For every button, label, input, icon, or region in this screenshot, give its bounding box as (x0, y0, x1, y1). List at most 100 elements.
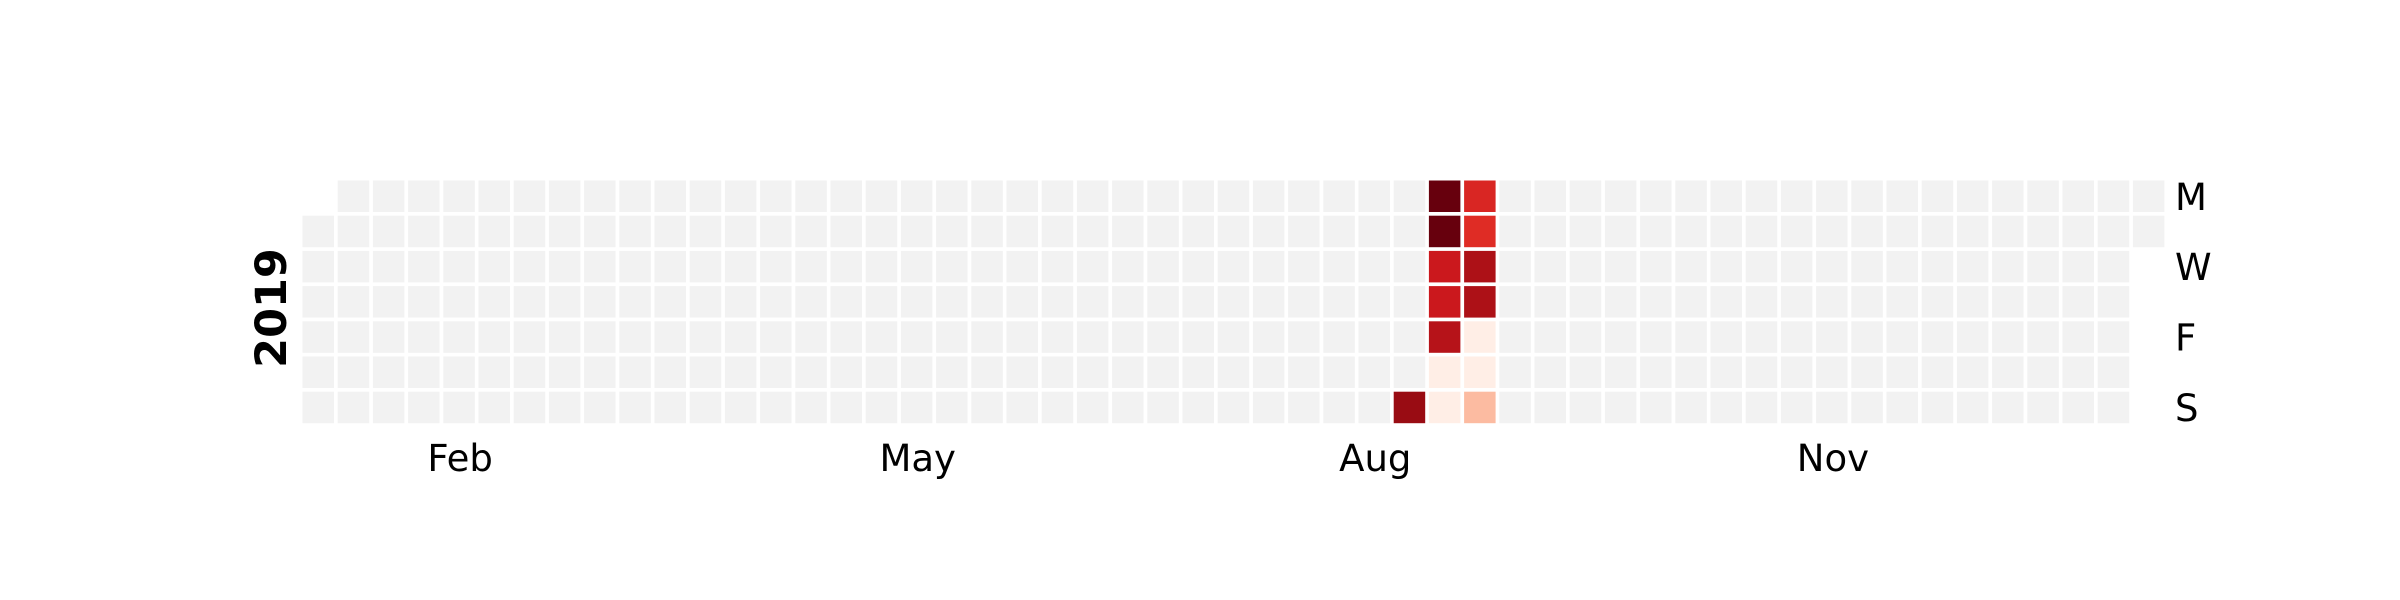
heatmap-cell (337, 250, 370, 283)
heatmap-cell (724, 215, 757, 248)
heatmap-cell (1041, 391, 1074, 424)
heatmap-cell (1393, 286, 1426, 318)
heatmap-cell (1816, 180, 1848, 212)
heatmap-cell (689, 391, 722, 424)
heatmap-cell (1076, 215, 1109, 248)
weekday-tick-label: M (2175, 176, 2207, 219)
heatmap-cell (2097, 391, 2130, 424)
heatmap-cell (1569, 250, 1602, 283)
heatmap-cell (1006, 391, 1038, 424)
heatmap-cell (1534, 286, 1566, 318)
heatmap-cell (1851, 391, 1883, 424)
month-tick-label: May (879, 437, 956, 480)
heatmap-cell (1499, 250, 1531, 283)
heatmap-cell (1816, 250, 1848, 283)
heatmap-cell (1358, 180, 1390, 212)
heatmap-cell (1569, 180, 1602, 212)
heatmap-cell (2132, 180, 2165, 212)
heatmap-cell (619, 356, 651, 388)
heatmap-cell (900, 321, 933, 353)
heatmap-cell (2027, 215, 2059, 248)
heatmap-cell (1393, 250, 1426, 283)
heatmap-cell (2062, 286, 2094, 318)
heatmap-cell (1569, 286, 1602, 318)
heatmap-cell (1569, 215, 1602, 248)
heatmap-cell (830, 286, 862, 318)
heatmap-cell (2062, 215, 2094, 248)
heatmap-cell (1147, 321, 1179, 353)
heatmap-cell (2027, 286, 2059, 318)
heatmap-cell (830, 215, 862, 248)
heatmap-cell (513, 321, 546, 353)
heatmap-cell (724, 391, 757, 424)
heatmap-cell (1780, 391, 1813, 424)
heatmap-cell (724, 180, 757, 212)
heatmap-cell (1745, 286, 1778, 318)
heatmap-cell (584, 321, 616, 353)
heatmap-cell (760, 356, 792, 388)
heatmap-cell (795, 391, 827, 424)
heatmap-cell (1816, 286, 1848, 318)
heatmap-cell (1710, 286, 1742, 318)
heatmap-cell (1886, 391, 1918, 424)
heatmap-cell (936, 286, 968, 318)
heatmap-cell (760, 391, 792, 424)
heatmap-cell (1182, 321, 1214, 353)
heatmap-cell-active (1428, 391, 1461, 424)
heatmap-cell (1780, 250, 1813, 283)
heatmap-cell (443, 391, 475, 424)
heatmap-cell (865, 250, 898, 283)
heatmap-cell (1640, 356, 1672, 388)
heatmap-cell (1076, 180, 1109, 212)
heatmap-cell (1956, 215, 1989, 248)
heatmap-cell (1675, 356, 1707, 388)
heatmap-cell (1886, 321, 1918, 353)
heatmap-cell (654, 356, 686, 388)
heatmap-cell (1710, 250, 1742, 283)
heatmap-cell (1112, 286, 1144, 318)
heatmap-cell (2027, 356, 2059, 388)
heatmap-cell (1745, 356, 1778, 388)
heatmap-cell (936, 321, 968, 353)
heatmap-cell (372, 356, 405, 388)
heatmap-cell (1851, 180, 1883, 212)
heatmap-cell (760, 286, 792, 318)
heatmap-cell (1252, 321, 1285, 353)
heatmap-cell (1992, 391, 2024, 424)
heatmap-cell (1780, 356, 1813, 388)
heatmap-cell (1886, 286, 1918, 318)
heatmap-cell (584, 180, 616, 212)
heatmap-cell (2027, 250, 2059, 283)
heatmap-cell (513, 250, 546, 283)
heatmap-cell (1992, 321, 2024, 353)
heatmap-cell (1147, 356, 1179, 388)
weekday-tick-label: W (2175, 246, 2212, 289)
heatmap-cell (408, 391, 440, 424)
heatmap-cell (337, 321, 370, 353)
heatmap-cell (478, 391, 510, 424)
heatmap-cell-active (1428, 215, 1461, 248)
heatmap-cell (1147, 250, 1179, 283)
heatmap-cell (795, 250, 827, 283)
heatmap-cell (478, 286, 510, 318)
heatmap-cell (1147, 391, 1179, 424)
heatmap-cell (478, 250, 510, 283)
heatmap-cell (1745, 215, 1778, 248)
heatmap-cell (830, 321, 862, 353)
heatmap-cell (1182, 215, 1214, 248)
heatmap-cell (548, 356, 581, 388)
heatmap-cell (689, 356, 722, 388)
heatmap-cell (408, 321, 440, 353)
heatmap-cell (1640, 250, 1672, 283)
heatmap-cell (478, 356, 510, 388)
heatmap-cell (1921, 215, 1954, 248)
heatmap-cell (1182, 286, 1214, 318)
heatmap-cell (971, 321, 1003, 353)
heatmap-cell (1534, 215, 1566, 248)
heatmap-cell (2097, 180, 2130, 212)
heatmap-cell (654, 180, 686, 212)
heatmap-cell-active (1428, 250, 1461, 283)
heatmap-cell (1006, 321, 1038, 353)
